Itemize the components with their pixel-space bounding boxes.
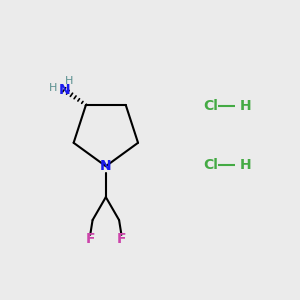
Text: H: H (240, 158, 251, 172)
Text: H: H (65, 76, 74, 86)
Text: Cl: Cl (203, 158, 218, 172)
Text: N: N (100, 159, 112, 173)
Text: F: F (117, 232, 126, 246)
Text: H: H (49, 83, 57, 93)
Text: N: N (58, 83, 70, 97)
Text: F: F (85, 232, 95, 246)
Text: H: H (240, 99, 251, 113)
Text: Cl: Cl (203, 99, 218, 113)
